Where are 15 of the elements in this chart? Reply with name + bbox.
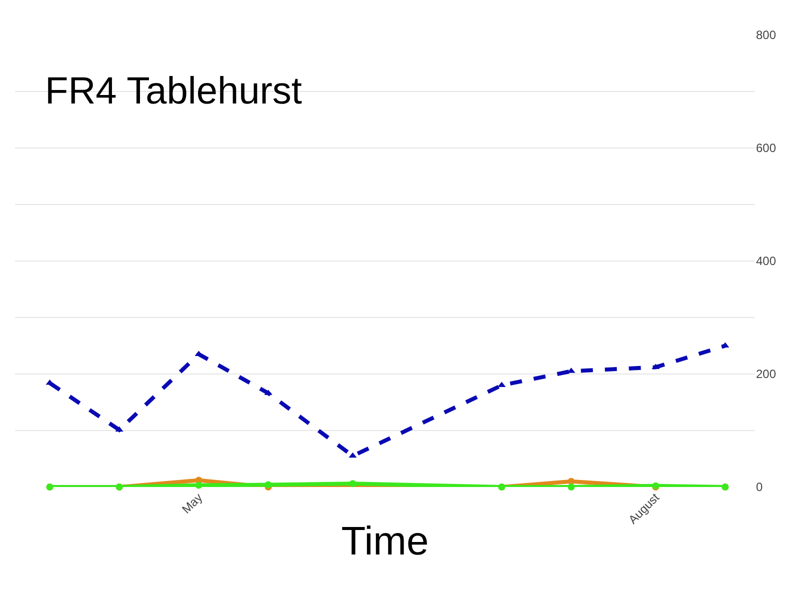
y-tick-label: 200: [756, 367, 776, 382]
y-tick-label: 800: [756, 28, 776, 42]
x-tick-label: May: [179, 490, 206, 516]
point: [264, 481, 272, 488]
point: [115, 426, 124, 432]
x-axis-title: Time: [341, 519, 429, 564]
y-tick-label: 400: [756, 254, 776, 268]
point: [348, 452, 357, 458]
y-tick-label: 600: [756, 141, 776, 156]
point: [195, 482, 202, 489]
point: [349, 480, 356, 488]
y-tick-label: 0: [756, 480, 763, 494]
text: FR4 Tablehurst: [45, 70, 302, 112]
point: [498, 382, 506, 388]
point: [568, 484, 575, 490]
